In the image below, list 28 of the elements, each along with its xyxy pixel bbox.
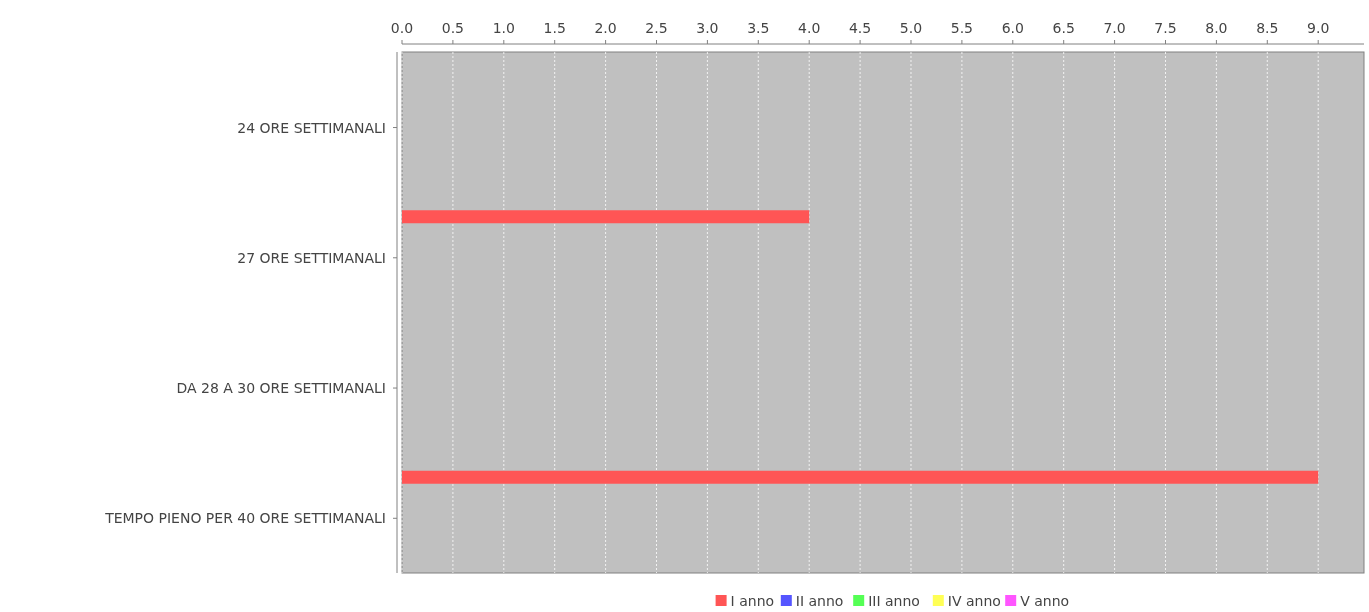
x-tick-label: 8.5 <box>1256 20 1279 36</box>
x-tick-label: 4.5 <box>848 20 872 36</box>
x-tick-label: 0.0 <box>390 20 414 36</box>
x-tick-label: 2.0 <box>594 20 617 36</box>
x-tick-label: 2.5 <box>645 20 668 36</box>
x-tick-label: 7.5 <box>1154 20 1177 36</box>
x-tick-label: 0.5 <box>441 20 465 36</box>
x-tick-label: 4.0 <box>798 20 821 36</box>
x-tick-label: 7.0 <box>1103 20 1126 36</box>
y-tick-label: 24 ORE SETTIMANALI <box>237 119 386 136</box>
x-tick-label: 6.0 <box>1001 20 1024 36</box>
y-tick-label: 27 ORE SETTIMANALI <box>237 249 386 266</box>
x-tick-label: 6.5 <box>1052 20 1075 36</box>
x-tick-label: 3.0 <box>696 20 719 36</box>
y-tick-label: DA 28 A 30 ORE SETTIMANALI <box>176 380 386 397</box>
legend-label: I anno <box>730 593 775 609</box>
legend-label: II anno <box>795 593 844 609</box>
legend-label: IV anno <box>947 593 1001 609</box>
x-tick-label: 1.5 <box>543 20 566 36</box>
x-tick-label: 1.0 <box>492 20 515 36</box>
legend-label: III anno <box>868 593 920 609</box>
x-tick-label: 5.0 <box>899 20 923 36</box>
x-tick-label: 9.0 <box>1307 20 1330 36</box>
x-tick-label: 3.5 <box>747 20 770 36</box>
y-tick-label: TEMPO PIENO PER 40 ORE SETTIMANALI <box>104 510 386 527</box>
legend-label: V anno <box>1020 593 1070 609</box>
x-tick-label: 5.5 <box>950 20 974 36</box>
x-tick-label: 8.0 <box>1205 20 1228 36</box>
